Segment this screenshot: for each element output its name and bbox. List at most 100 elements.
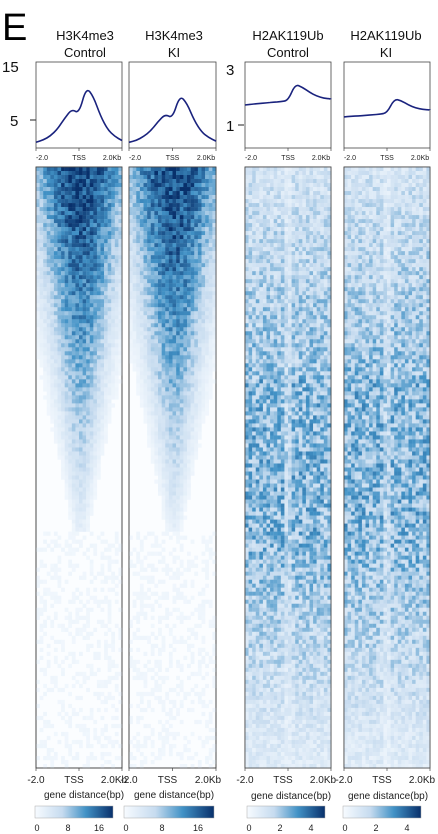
heatmap-cell [68, 572, 72, 576]
heatmap-cell [40, 295, 44, 299]
heatmap-cell [101, 207, 105, 211]
heatmap-cell [147, 203, 151, 207]
heatmap-cell [72, 379, 76, 383]
heatmap-cell [43, 375, 47, 379]
heatmap-cell [147, 259, 151, 263]
heatmap-cell [140, 283, 144, 287]
heatmap-cell [86, 199, 90, 203]
heatmap-cell [299, 191, 303, 195]
heatmap-cell [83, 576, 87, 580]
heatmap-cell [292, 179, 296, 183]
heatmap-cell [202, 395, 206, 399]
heatmap-cell [58, 299, 62, 303]
heatmap-cell [202, 287, 206, 291]
heatmap-cell [140, 175, 144, 179]
heatmap-cell [180, 355, 184, 359]
heatmap-cell [245, 211, 249, 215]
heatmap-cell [183, 484, 187, 488]
heatmap-cell [180, 504, 184, 508]
heatmap-cell [165, 528, 169, 532]
heatmap-cell [115, 303, 119, 307]
heatmap-cell [154, 423, 158, 427]
heatmap-cell [86, 415, 90, 419]
heatmap-cell [162, 363, 166, 367]
heatmap-cell [86, 391, 90, 395]
heatmap-cell [108, 399, 112, 403]
heatmap-cell [187, 315, 191, 319]
heatmap-cell [147, 299, 151, 303]
heatmap-cell [165, 431, 169, 435]
heatmap-cell [194, 447, 198, 451]
heatmap-cell [58, 295, 62, 299]
profile-ytick-top-left: 15 [2, 59, 19, 76]
heatmap-cell [198, 419, 202, 423]
heatmap-cell [209, 339, 213, 343]
heatmap-cell [47, 544, 51, 548]
heatmap-cell [140, 564, 144, 568]
heatmap-cell [158, 459, 162, 463]
heatmap-cell [93, 263, 97, 267]
heatmap-cell [320, 203, 324, 207]
heatmap-cell [36, 311, 40, 315]
heatmap-cell [324, 175, 328, 179]
heatmap-cell [136, 179, 140, 183]
heatmap-cell [136, 672, 140, 676]
heatmap-cell [169, 247, 173, 251]
heatmap-cell [61, 387, 65, 391]
heatmap-cell [86, 227, 90, 231]
heatmap-cell [90, 319, 94, 323]
heatmap-cell [40, 219, 44, 223]
heatmap-cell [90, 227, 94, 231]
heatmap-cell [43, 259, 47, 263]
heatmap-cell [36, 175, 40, 179]
heatmap-cell [299, 175, 303, 179]
heatmap-cell [194, 275, 198, 279]
heatmap-cell [54, 752, 58, 756]
heatmap-cell [154, 239, 158, 243]
heatmap-cell [97, 395, 101, 399]
heatmap-cell [43, 315, 47, 319]
heatmap-cell [183, 331, 187, 335]
heatmap-cell [259, 235, 263, 239]
heatmap-cell [147, 251, 151, 255]
heatmap-cell [277, 199, 281, 203]
heatmap-cell [47, 351, 51, 355]
heatmap-cell [176, 684, 180, 688]
heatmap-cell [79, 488, 83, 492]
heatmap-cell [104, 315, 108, 319]
heatmap-cell [144, 740, 148, 744]
heatmap-cell [158, 560, 162, 564]
heatmap-cell [180, 387, 184, 391]
heatmap-cell [93, 576, 97, 580]
heatmap-cell [47, 287, 51, 291]
heatmap-cell [86, 343, 90, 347]
heatmap-cell [147, 331, 151, 335]
heatmap-cell [65, 323, 69, 327]
heatmap-cell [176, 311, 180, 315]
heatmap-cell [259, 203, 263, 207]
heatmap-cell [65, 211, 69, 215]
heatmap-cell [162, 299, 166, 303]
heatmap-cell [111, 195, 115, 199]
heatmap-cell [191, 203, 195, 207]
heatmap-cell [108, 628, 112, 632]
heatmap-cell [61, 259, 65, 263]
heatmap-cell [183, 692, 187, 696]
heatmap-cell [50, 604, 54, 608]
heatmap-cell [306, 207, 310, 211]
heatmap-cell [83, 255, 87, 259]
heatmap-cell [198, 443, 202, 447]
heatmap-cell [40, 243, 44, 247]
heatmap-cell [90, 387, 94, 391]
heatmap-cell [140, 548, 144, 552]
heatmap-cell [180, 323, 184, 327]
heatmap-cell [194, 291, 198, 295]
heatmap-cell [86, 355, 90, 359]
heatmap-cell [263, 171, 267, 175]
heatmap-cell [140, 379, 144, 383]
heatmap-cell [72, 708, 76, 712]
heatmap-cell [147, 171, 151, 175]
heatmap-cell [151, 331, 155, 335]
heatmap-cell [90, 379, 94, 383]
heatmap-cell [169, 251, 173, 255]
